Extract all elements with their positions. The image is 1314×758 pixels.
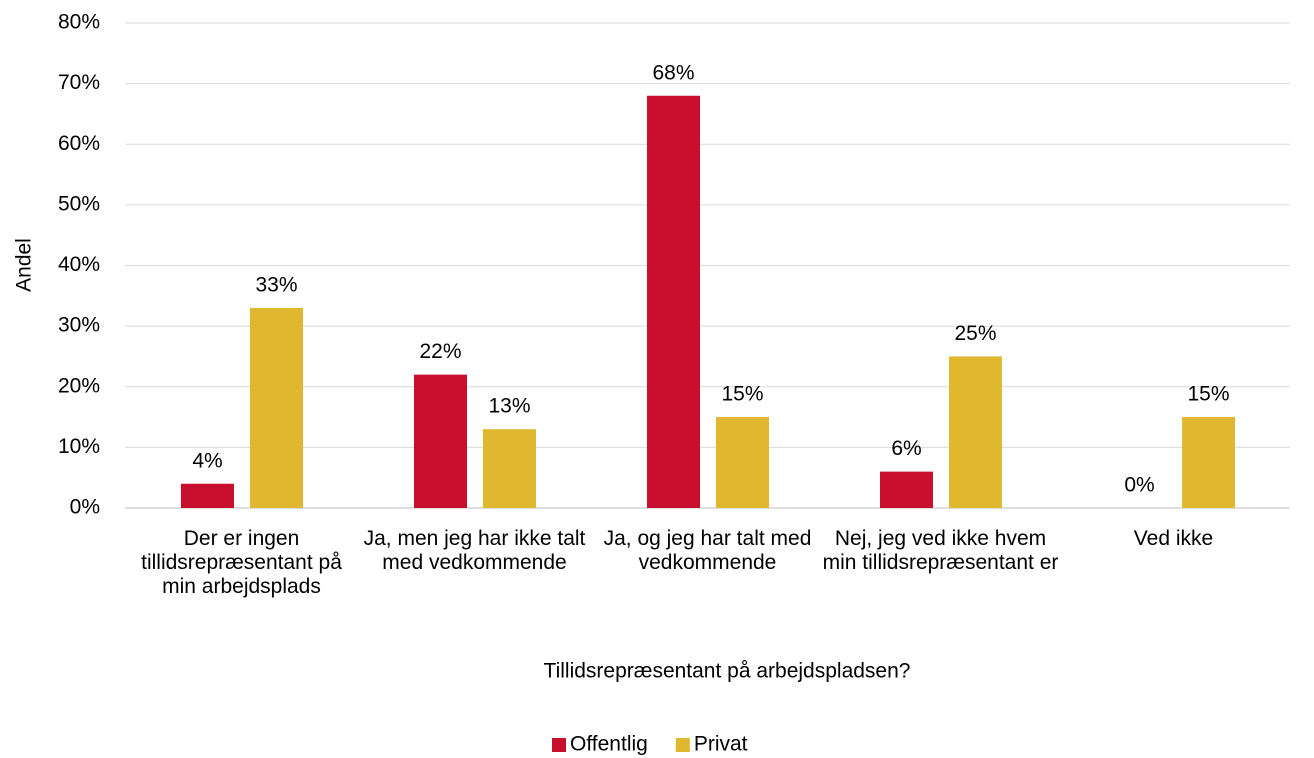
data-label: 6% [891, 437, 921, 460]
data-label: 15% [721, 383, 763, 406]
bar [483, 429, 536, 508]
x-tick-label: Ja, men jeg har ikke talt med vedkommend… [363, 527, 586, 574]
y-axis-title: Andel [13, 238, 36, 292]
x-tick-label: Ved ikke [1133, 527, 1214, 550]
bar [1182, 417, 1235, 508]
x-tick-label: Ja, og jeg har talt med vedkommende [603, 527, 812, 574]
data-label: 13% [488, 395, 530, 418]
legend-swatch [552, 738, 566, 752]
y-tick-label: 50% [58, 192, 100, 215]
data-label: 4% [192, 449, 222, 472]
bar [647, 95, 700, 508]
bar [880, 471, 933, 508]
x-tick-label: Der er ingen tillidsrepræsentant på min … [141, 527, 342, 598]
data-label: 15% [1187, 383, 1229, 406]
data-label: 33% [255, 273, 297, 296]
data-label: 68% [652, 61, 694, 84]
bar [414, 374, 467, 508]
y-tick-label: 30% [58, 314, 100, 337]
data-label: 25% [954, 322, 996, 345]
y-tick-label: 60% [58, 132, 100, 155]
bar [949, 356, 1002, 508]
bar [181, 483, 234, 508]
legend-swatch [675, 738, 690, 752]
y-tick-label: 20% [58, 374, 100, 397]
x-axis-title: Tillidsrepræsentant på arbejdspladsen? [544, 660, 911, 683]
y-tick-label: 80% [58, 11, 100, 34]
y-tick-label: 10% [58, 435, 100, 458]
legend-label: Offentlig [570, 733, 648, 756]
data-label: 0% [1124, 474, 1154, 497]
y-tick-label: 70% [58, 71, 100, 94]
bar [716, 417, 769, 508]
data-label: 22% [419, 340, 461, 363]
legend-label: Privat [694, 733, 748, 756]
y-tick-label: 40% [58, 253, 100, 276]
y-tick-label: 0% [70, 496, 100, 519]
x-tick-label: Nej, jeg ved ikke hvem min tillidsrepræs… [822, 527, 1059, 574]
bar [250, 307, 303, 508]
